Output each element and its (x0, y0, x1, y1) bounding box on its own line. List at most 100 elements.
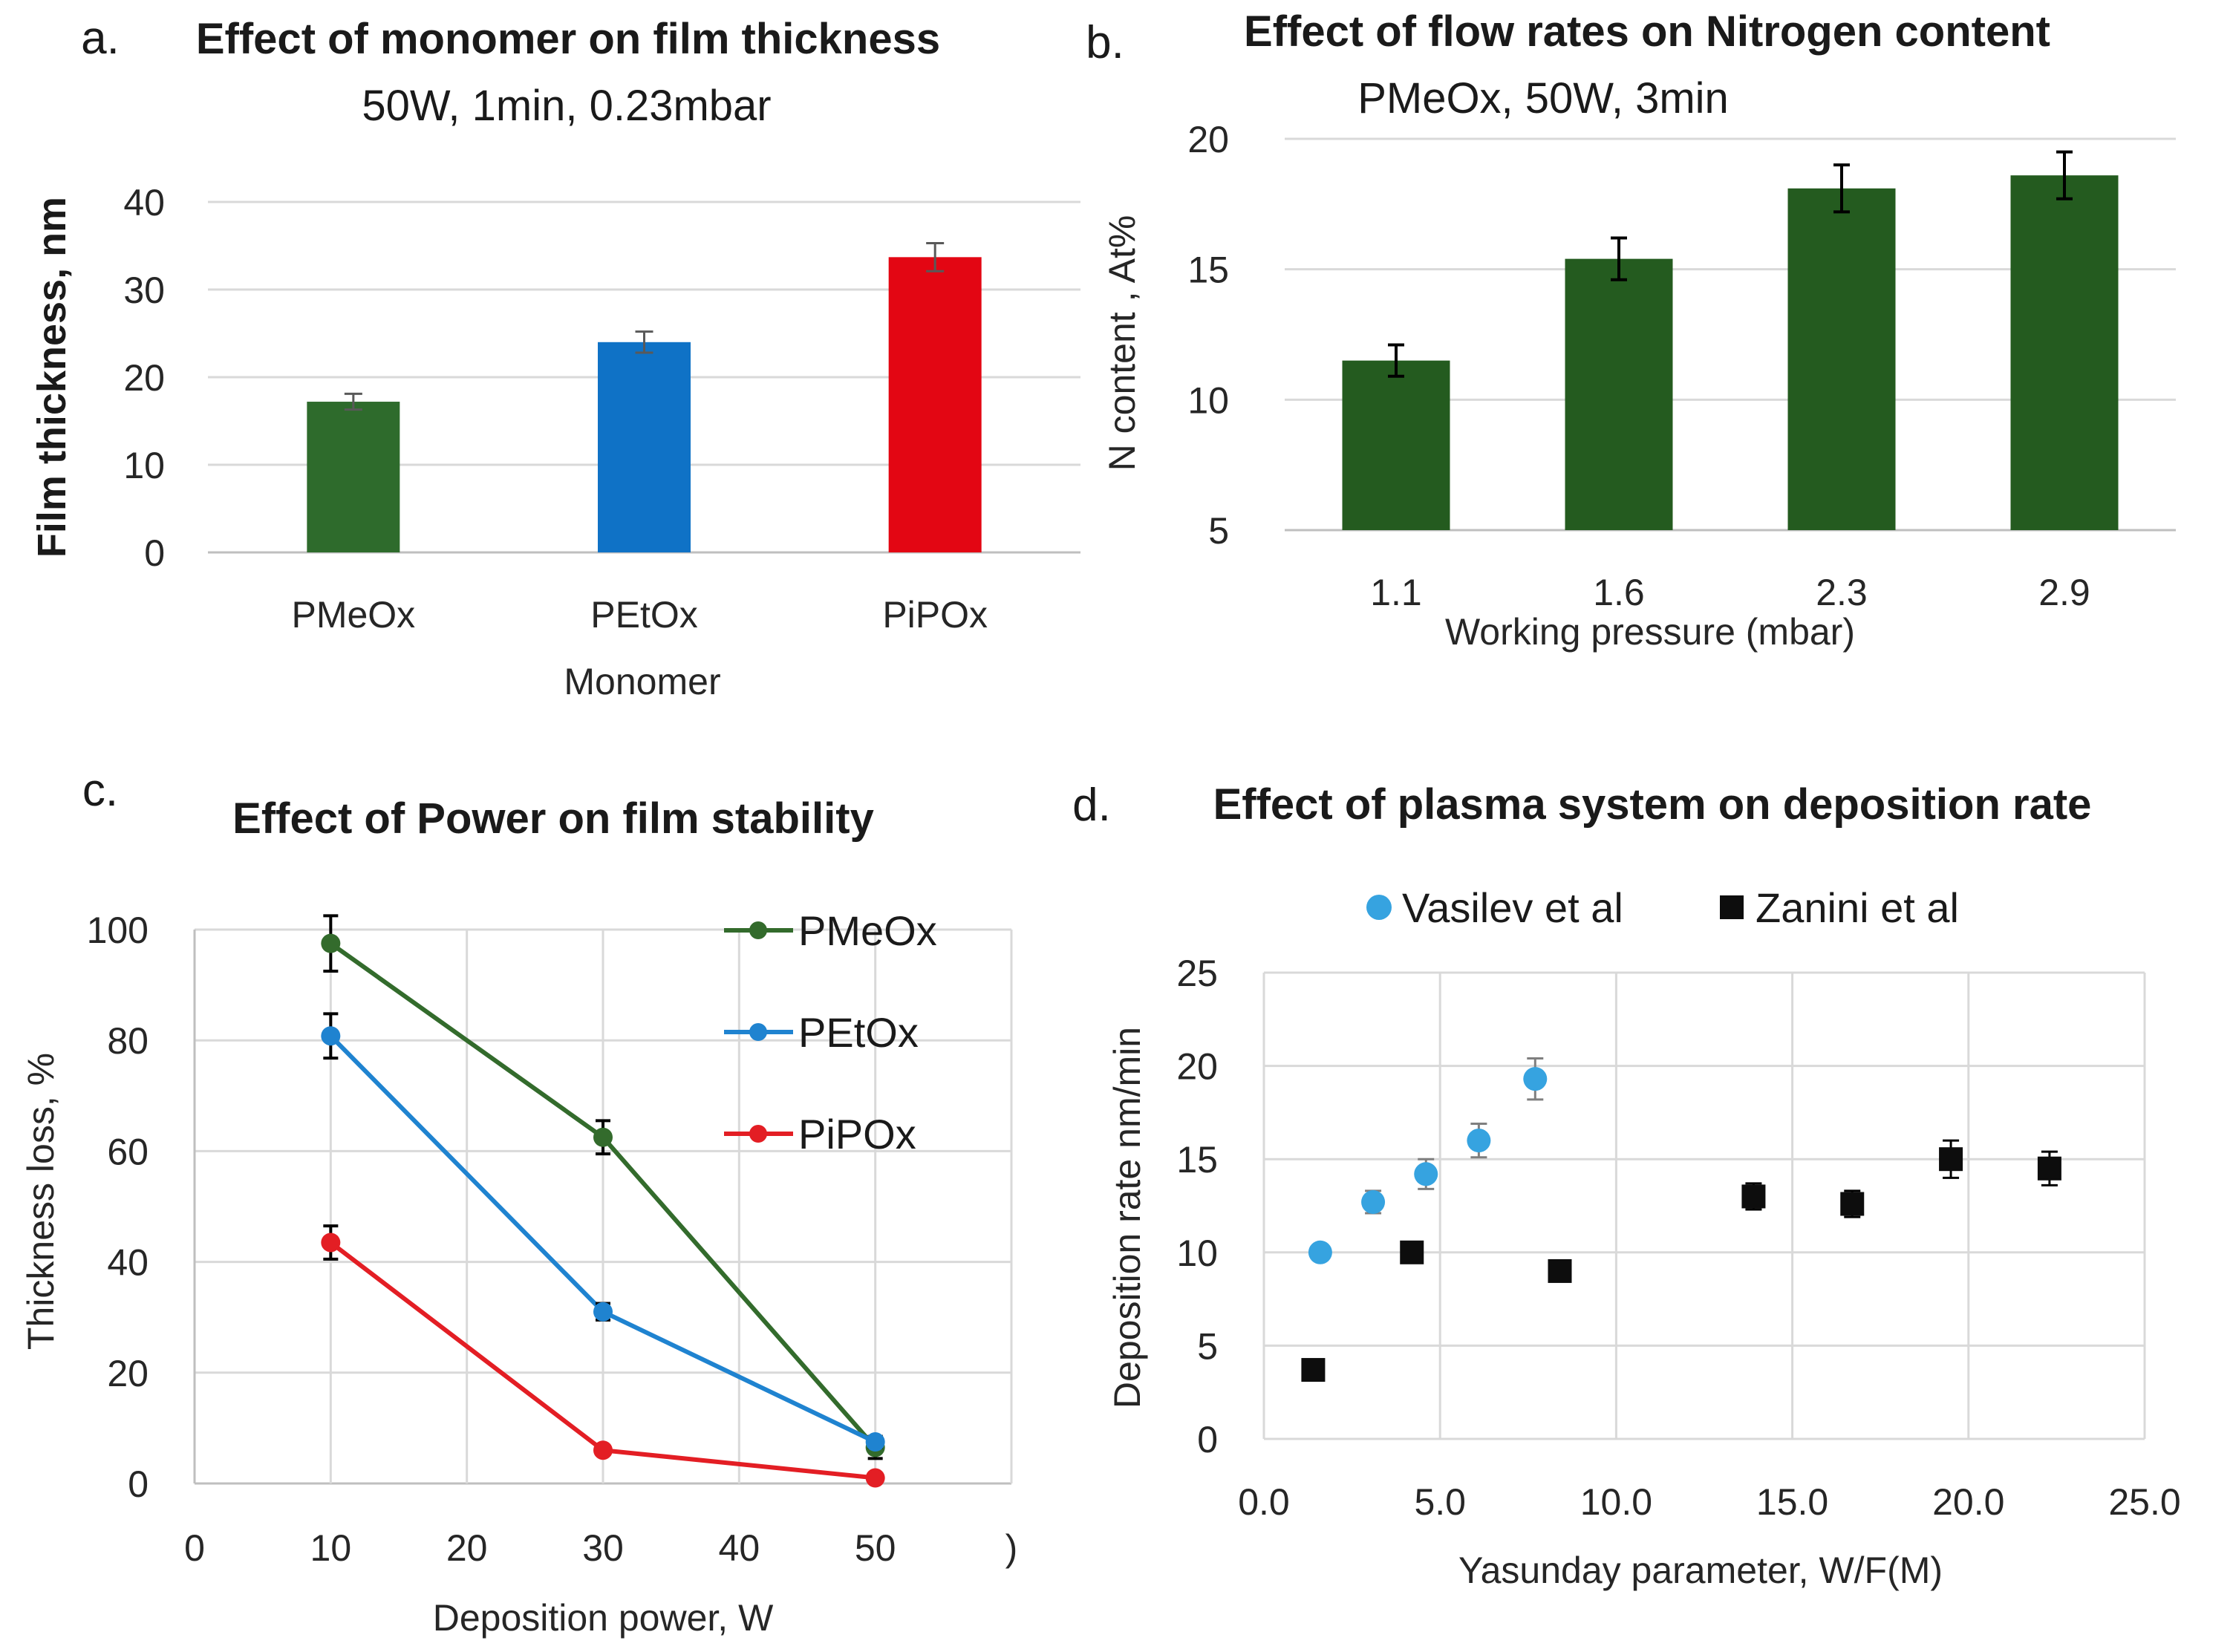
panel-d-scatter-chart: d. Effect of plasma system on deposition … (1072, 780, 2181, 1591)
panel-b-y-tick: 15 (1187, 249, 1229, 291)
panel-c-point-PMeOx (593, 1127, 613, 1147)
panel-d-y-label: Deposition rate nm/min (1106, 1027, 1148, 1408)
panel-c-title: Effect of Power on film stability (232, 794, 874, 843)
panel-a-x-label: Monomer (564, 661, 720, 702)
panel-b-x-tick: 1.1 (1370, 572, 1422, 613)
panel-d-point-Zanini et al (2037, 1156, 2061, 1181)
panel-d-y-tick: 15 (1176, 1139, 1218, 1181)
panel-a-bar-PMeOx (307, 402, 400, 552)
panel-c-x-tick: 0 (184, 1527, 205, 1569)
panel-b-letter: b. (1086, 17, 1124, 68)
panel-d-x-tick: 0.0 (1238, 1481, 1290, 1523)
panel-a-y-label: Film thickness, nm (30, 197, 74, 558)
panel-a-x-tick: PEtOx (590, 594, 697, 636)
panel-c-x-tick: 20 (446, 1527, 488, 1569)
panel-d-legend-label-Zanini et al: Zanini et al (1756, 884, 1959, 931)
panel-a-x-tick: PiPOx (882, 594, 988, 636)
panel-d-point-Vasilev et al (1308, 1240, 1332, 1264)
panel-d-y-tick: 20 (1176, 1046, 1218, 1088)
panel-b-y-tick: 5 (1208, 510, 1229, 552)
panel-b-bar-1.1 (1342, 360, 1450, 530)
panel-a-y-tick: 10 (123, 445, 165, 486)
panel-d-legend-label-Vasilev et al: Vasilev et al (1402, 884, 1623, 931)
panel-a-bar-PEtOx (598, 342, 691, 552)
panel-d-point-Zanini et al (1548, 1258, 1572, 1283)
panel-b-x-tick: 2.9 (2038, 572, 2090, 613)
panel-a-title: Effect of monomer on film thickness (196, 15, 940, 63)
panel-b-y-tick: 20 (1187, 119, 1229, 160)
panel-d-y-tick: 10 (1176, 1233, 1218, 1274)
panel-b-bar-2.3 (1787, 188, 1896, 530)
panel-c-x-label: Deposition power, W (433, 1597, 774, 1639)
panel-d-x-tick: 20.0 (1932, 1481, 2004, 1523)
panel-c-y-tick: 80 (107, 1020, 149, 1062)
panel-b-subtitle: PMeOx, 50W, 3min (1357, 74, 1729, 123)
panel-a-bar-PiPOx (888, 257, 982, 552)
panel-b-title: Effect of flow rates on Nitrogen content (1244, 7, 2050, 56)
panel-c-y-tick: 100 (87, 910, 149, 951)
panel-d-y-tick: 0 (1197, 1419, 1218, 1460)
panel-a-x-tick: PMeOx (291, 594, 415, 636)
panel-b-y-tick: 10 (1187, 379, 1229, 421)
panel-c-legend-label-PEtOx: PEtOx (798, 1009, 919, 1056)
panel-c-point-PiPOx (321, 1233, 341, 1253)
panel-d-title: Effect of plasma system on deposition ra… (1213, 780, 2092, 829)
panel-c-legend-marker-PMeOx (749, 921, 767, 939)
panel-c-point-PiPOx (865, 1468, 885, 1488)
panel-d-letter: d. (1072, 780, 1111, 831)
panel-c-x-tick: 30 (582, 1527, 624, 1569)
panel-b-bar-2.9 (2010, 175, 2119, 531)
panel-c-x-tick: 10 (310, 1527, 352, 1569)
panel-d-y-tick: 25 (1176, 953, 1218, 994)
panel-c-point-PiPOx (593, 1440, 613, 1460)
panel-b-bar-1.6 (1565, 258, 1673, 530)
panel-d-legend-marker-Zanini et al (1720, 895, 1744, 919)
panel-c-y-tick: 20 (107, 1353, 149, 1394)
panel-d-point-Zanini et al (1400, 1240, 1424, 1264)
panel-c-legend-label-PiPOx: PiPOx (798, 1111, 916, 1158)
panel-c-point-PEtOx (321, 1026, 341, 1046)
panel-d-x-tick: 25.0 (2108, 1481, 2180, 1523)
panel-c-point-PEtOx (865, 1432, 885, 1452)
panel-c-letter: c. (82, 765, 118, 816)
panel-d-point-Zanini et al (1301, 1358, 1326, 1382)
panel-a-subtitle: 50W, 1min, 0.23mbar (362, 82, 771, 130)
panel-d-y-tick: 5 (1197, 1325, 1218, 1367)
panel-c-legend-marker-PiPOx (749, 1125, 767, 1143)
panel-c-y-tick: 0 (128, 1463, 149, 1505)
panel-d-point-Vasilev et al (1523, 1067, 1548, 1091)
panel-a-letter: a. (81, 13, 120, 64)
panel-d-point-Zanini et al (1741, 1184, 1766, 1209)
panel-c-x-tick: ) (1005, 1527, 1018, 1569)
panel-d-point-Vasilev et al (1467, 1129, 1491, 1153)
panel-c-legend-marker-PEtOx (749, 1023, 767, 1041)
panel-b-x-tick: 1.6 (1593, 572, 1645, 613)
panel-a-y-tick: 0 (144, 532, 165, 574)
panel-d-x-tick: 10.0 (1580, 1481, 1652, 1523)
panel-d-x-tick: 15.0 (1756, 1481, 1828, 1523)
panel-d-point-Zanini et al (1840, 1192, 1865, 1216)
panel-c-legend-label-PMeOx: PMeOx (798, 907, 937, 954)
panel-d-legend-marker-Vasilev et al (1366, 895, 1392, 920)
panel-b-x-tick: 2.3 (1816, 572, 1868, 613)
panel-a-y-tick: 30 (123, 270, 165, 311)
panel-d-point-Vasilev et al (1361, 1189, 1386, 1214)
panel-d-point-Vasilev et al (1414, 1162, 1438, 1186)
panel-c-y-tick: 60 (107, 1131, 149, 1172)
panel-c-y-label: Thickness loss, % (20, 1053, 62, 1350)
panel-b-x-label: Working pressure (mbar) (1445, 611, 1855, 653)
panel-d-x-tick: 5.0 (1414, 1481, 1466, 1523)
panel-a-bar-chart: a. Effect of monomer on film thickness 50W… (30, 13, 1080, 702)
panel-c-y-tick: 40 (107, 1242, 149, 1284)
panel-c-line-chart: c. Effect of Power on film stability 0 20 40… (20, 765, 1017, 1639)
panel-a-y-tick: 20 (123, 357, 165, 399)
panel-c-point-PMeOx (321, 933, 341, 953)
panel-c-x-tick: 50 (855, 1527, 896, 1569)
panel-d-x-label: Yasunday parameter, W/F(M) (1458, 1550, 1943, 1591)
panel-a-y-tick: 40 (123, 182, 165, 223)
panel-c-x-tick: 40 (719, 1527, 760, 1569)
panel-b-y-label: N content , At% (1101, 215, 1143, 471)
panel-b-bar-chart: b. Effect of flow rates on Nitrogen conte… (1086, 7, 2176, 653)
panel-d-point-Zanini et al (1939, 1147, 1963, 1172)
